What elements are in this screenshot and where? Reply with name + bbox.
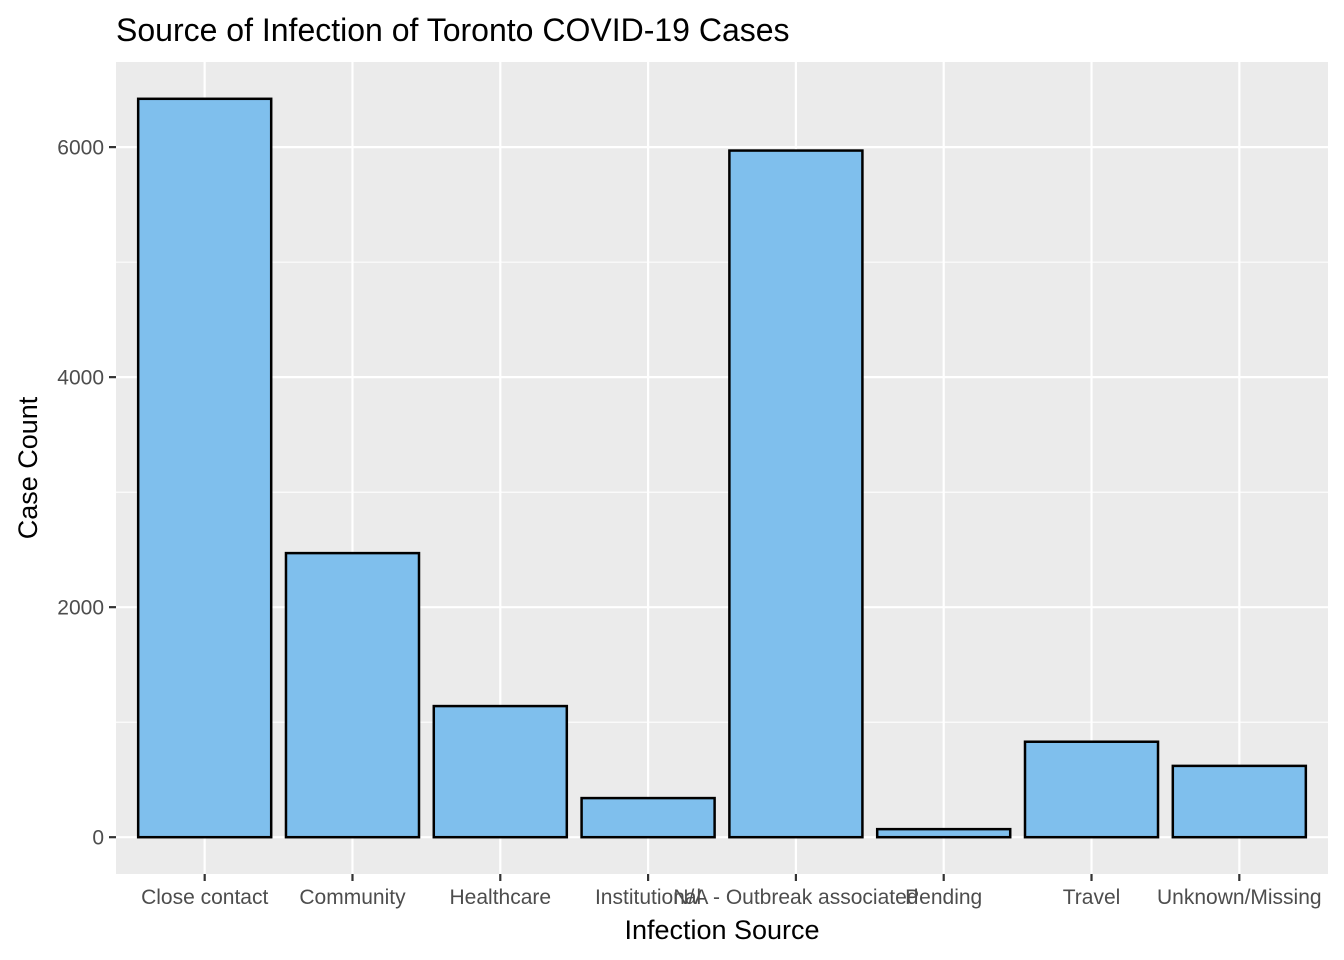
x-tick-label: Pending: [905, 886, 982, 909]
bar-unknown-missing: [1171, 764, 1308, 839]
y-tick-label: 2000: [57, 597, 104, 620]
chart-title: Source of Infection of Toronto COVID-19 …: [116, 12, 790, 48]
x-tick-label: Healthcare: [450, 886, 552, 909]
y-tick-label: 4000: [57, 367, 104, 390]
bar-pending: [875, 827, 1012, 839]
bar-n-a-outbreak-associated: [728, 149, 864, 839]
x-tick-label: N/A - Outbreak associated: [673, 886, 918, 909]
y-axis: 0 2000 4000 6000: [57, 137, 116, 850]
x-tick-label: Community: [299, 886, 406, 909]
bar-close-contact: [136, 97, 273, 839]
x-tick-label: Close contact: [141, 886, 268, 909]
x-tick-label: Institutional: [595, 886, 701, 909]
x-axis-title: Infection Source: [624, 915, 819, 945]
x-axis: Close contact Community Healthcare Institut…: [141, 874, 1322, 909]
y-axis-title: Case Count: [13, 396, 43, 539]
bar-community: [284, 551, 421, 839]
bar-travel: [1023, 740, 1160, 839]
bar-institutional: [580, 796, 716, 839]
bars: [136, 97, 1308, 839]
x-tick-label: Unknown/Missing: [1157, 886, 1322, 909]
x-tick-label: Travel: [1063, 886, 1121, 909]
bar-healthcare: [432, 704, 569, 839]
y-tick-label: 0: [92, 827, 104, 850]
y-tick-label: 6000: [57, 137, 104, 160]
